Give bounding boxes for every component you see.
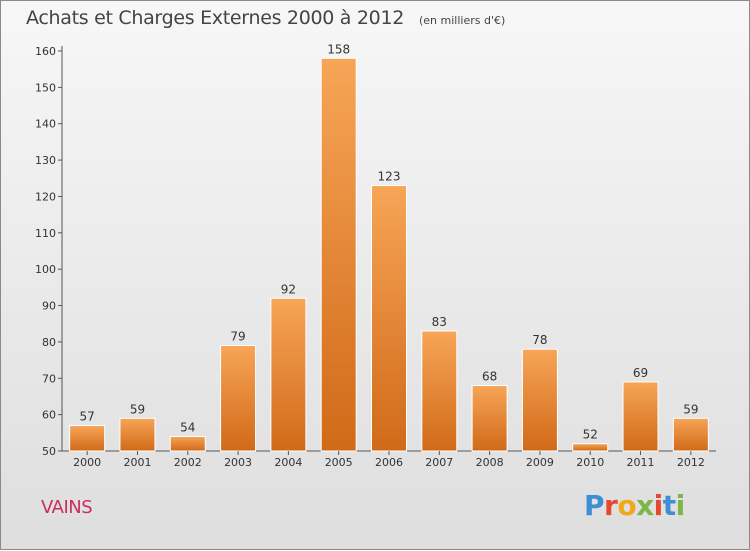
y-tick-label: 60 [42,409,56,422]
bar [119,417,156,452]
y-tick-label: 100 [35,263,56,276]
bar [69,425,106,452]
x-tick-label: 2005 [325,456,353,469]
bar-value-label: 69 [633,366,648,380]
bar-value-label: 83 [432,315,447,329]
x-tick-label: 2002 [174,456,202,469]
bar [471,385,508,452]
bar [371,185,407,452]
y-tick-label: 70 [42,372,56,385]
bar [572,443,609,452]
bar-value-label: 57 [80,410,95,424]
proxiti-logo: Proxiti [584,489,685,522]
bar-value-label: 52 [583,428,598,442]
logo-letter: P [584,489,605,522]
x-tick-label: 2008 [476,456,504,469]
y-tick-label: 90 [42,300,56,313]
x-tick-label: 2010 [576,456,604,469]
y-tick-label: 130 [35,154,56,167]
logo-letter: t [662,489,676,522]
y-tick-label: 80 [42,336,56,349]
x-tick-label: 2004 [274,456,302,469]
bar [320,57,357,452]
x-tick-label: 2006 [375,456,403,469]
y-tick-label: 120 [35,190,56,203]
bar [270,297,307,452]
x-tick-label: 2012 [677,456,705,469]
bar-value-label: 123 [378,170,401,184]
y-tick-label: 160 [35,45,56,58]
logo-letter: i [675,489,686,522]
logo-letter: o [617,489,637,522]
bar-value-label: 78 [532,333,547,347]
bar [672,417,709,452]
chart-subtitle: (en milliers d'€) [419,14,506,27]
bar [521,348,558,452]
x-tick-label: 2003 [224,456,252,469]
bar-value-label: 92 [281,282,296,296]
x-tick-label: 2001 [123,456,151,469]
y-tick-label: 110 [35,227,56,240]
x-tick-label: 2007 [425,456,453,469]
bar [421,330,458,452]
bar-value-label: 59 [130,402,145,416]
bar-value-label: 79 [230,330,245,344]
bar [220,345,257,452]
logo-letter: i [653,489,664,522]
bar-value-label: 68 [482,370,497,384]
place-name: VAINS [41,497,93,518]
x-tick-label: 2000 [73,456,101,469]
y-tick-label: 140 [35,118,56,131]
chart-title: Achats et Charges Externes 2000 à 2012 [26,7,405,29]
x-tick-label: 2011 [627,456,655,469]
logo-letter: r [604,489,618,522]
bar [622,381,659,452]
bar [169,435,206,452]
bar-value-label: 54 [180,420,195,434]
logo-letter: x [636,489,654,522]
y-tick-label: 50 [42,445,56,458]
bar-value-label: 158 [327,42,350,56]
y-tick-label: 150 [35,81,56,94]
x-tick-label: 2009 [526,456,554,469]
bar-value-label: 59 [683,402,698,416]
